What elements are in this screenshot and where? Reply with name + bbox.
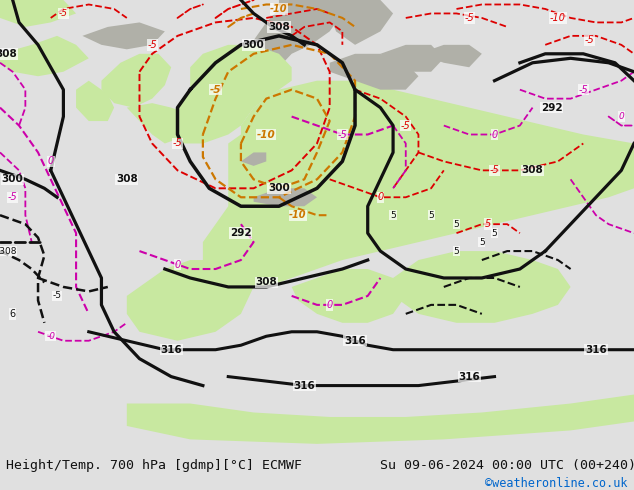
Text: 0: 0 xyxy=(618,112,624,121)
Text: 308: 308 xyxy=(0,49,17,59)
Text: -5: -5 xyxy=(401,121,411,130)
Polygon shape xyxy=(0,36,89,76)
Text: 5: 5 xyxy=(479,238,485,246)
Polygon shape xyxy=(82,23,165,49)
Text: 308: 308 xyxy=(268,22,290,32)
Text: 0: 0 xyxy=(377,192,384,202)
Text: -5: -5 xyxy=(489,165,500,175)
Text: ©weatheronline.co.uk: ©weatheronline.co.uk xyxy=(485,477,628,490)
Polygon shape xyxy=(380,45,444,72)
Polygon shape xyxy=(393,251,571,323)
Text: -0: -0 xyxy=(46,332,55,341)
Text: 5: 5 xyxy=(428,211,434,220)
Polygon shape xyxy=(127,260,254,341)
Text: Height/Temp. 700 hPa [gdmp][°C] ECMWF: Height/Temp. 700 hPa [gdmp][°C] ECMWF xyxy=(6,459,302,471)
Polygon shape xyxy=(292,269,406,323)
Polygon shape xyxy=(127,394,634,444)
Text: 292: 292 xyxy=(230,228,252,238)
Text: -308: -308 xyxy=(0,246,16,256)
Text: -10: -10 xyxy=(270,4,288,14)
Text: 0: 0 xyxy=(327,300,333,310)
Text: 300: 300 xyxy=(268,183,290,194)
Text: 308: 308 xyxy=(522,165,543,175)
Text: -5: -5 xyxy=(172,139,183,148)
Text: -5: -5 xyxy=(8,192,18,202)
Polygon shape xyxy=(203,81,634,287)
Polygon shape xyxy=(127,103,190,144)
Text: 5: 5 xyxy=(453,246,460,256)
Text: -10: -10 xyxy=(550,13,566,23)
Polygon shape xyxy=(101,54,171,108)
Text: 5: 5 xyxy=(390,211,396,220)
Polygon shape xyxy=(330,0,393,45)
Text: 6: 6 xyxy=(10,309,16,319)
Text: -5: -5 xyxy=(59,9,68,18)
Text: 0: 0 xyxy=(174,260,181,270)
Polygon shape xyxy=(222,45,266,81)
Text: -5: -5 xyxy=(337,129,347,140)
Text: -5: -5 xyxy=(578,85,588,95)
Text: 316: 316 xyxy=(585,344,607,355)
Text: 292: 292 xyxy=(541,102,562,113)
Polygon shape xyxy=(0,0,76,27)
Text: 300: 300 xyxy=(243,40,264,50)
Text: -5: -5 xyxy=(210,85,221,95)
Text: 0: 0 xyxy=(48,156,54,167)
Text: 308: 308 xyxy=(256,277,277,288)
Polygon shape xyxy=(165,45,292,144)
Text: -10: -10 xyxy=(289,210,307,220)
Text: 308: 308 xyxy=(116,174,138,184)
Polygon shape xyxy=(330,54,418,90)
Text: -5: -5 xyxy=(147,40,157,50)
Text: 5: 5 xyxy=(485,219,491,229)
Text: 316: 316 xyxy=(458,371,480,382)
Text: -10: -10 xyxy=(257,129,276,140)
Polygon shape xyxy=(418,45,482,67)
Text: 300: 300 xyxy=(2,174,23,184)
Text: 316: 316 xyxy=(344,336,366,346)
Text: -5: -5 xyxy=(464,13,474,23)
Polygon shape xyxy=(76,81,114,121)
Text: Su 09-06-2024 00:00 UTC (00+240): Su 09-06-2024 00:00 UTC (00+240) xyxy=(380,459,634,471)
Text: -5: -5 xyxy=(585,35,595,46)
Polygon shape xyxy=(241,152,266,166)
Polygon shape xyxy=(254,0,342,72)
Text: 5: 5 xyxy=(453,220,460,229)
Text: 5: 5 xyxy=(491,229,498,238)
Text: 0: 0 xyxy=(491,129,498,140)
Polygon shape xyxy=(254,188,317,206)
Text: 316: 316 xyxy=(294,381,315,391)
Text: 316: 316 xyxy=(160,344,182,355)
Text: -5: -5 xyxy=(53,292,61,300)
